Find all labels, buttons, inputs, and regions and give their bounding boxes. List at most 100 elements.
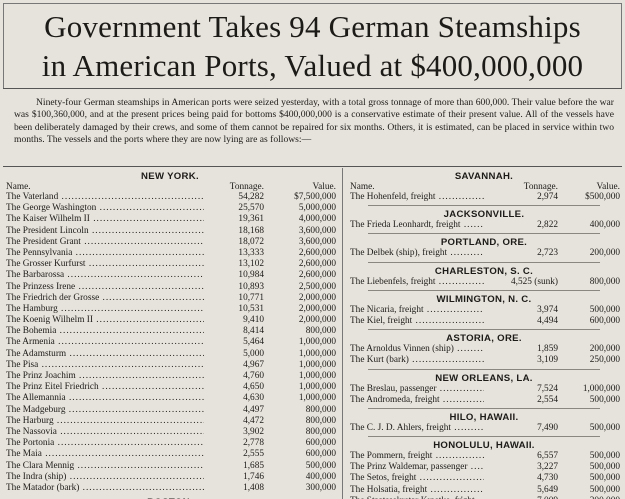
- value: 500,000: [589, 422, 620, 433]
- ship-name: The Madgeburg: [4, 405, 204, 416]
- tonnage: 4,730: [537, 473, 558, 484]
- tonnage: 3,227: [537, 462, 558, 473]
- ship-row: The Andromeda, freight 2,554 500,000: [348, 395, 620, 406]
- tonnage: 13,102: [238, 259, 264, 270]
- tonnage: 4,760: [243, 371, 264, 381]
- tonnage: 1,859: [537, 344, 558, 355]
- ship-name: The Pisa: [4, 360, 204, 371]
- tonnage: 9,410: [243, 315, 264, 326]
- value: 500,000: [589, 304, 620, 315]
- port-heading: BOSTON.: [4, 497, 336, 499]
- tonnage: 25,570: [238, 203, 264, 214]
- value: 1,000,000: [298, 382, 336, 393]
- ship-row: The Hohenfeld, freight 2,974 $500,000: [348, 192, 620, 203]
- value: 300,000: [558, 496, 620, 499]
- port-heading: ASTORIA, ORE.: [446, 333, 522, 345]
- tonnage: 3,974: [537, 304, 558, 315]
- ship-row: The Friedrich der Grosse 10,771 2,000,000: [4, 293, 336, 304]
- value: 200,000: [589, 248, 620, 259]
- ship-row: The Koenig Wilhelm II 9,410 2,000,000: [4, 315, 336, 326]
- ship-row: The Nicaria, freight 3,974 500,000: [348, 305, 620, 316]
- tonnage: 13,333: [238, 247, 264, 258]
- ship-row: The Adamsturm 5,000 1,000,000: [4, 349, 336, 360]
- tonnage: 10,531: [238, 303, 264, 314]
- ship-row: The President Lincoln 18,168 3,600,000: [4, 226, 336, 237]
- port-heading: CHARLESTON, S. C.: [434, 265, 534, 277]
- headline: Government Takes 94 German Steamships: [44, 9, 581, 44]
- ship-row: The Breslau, passenger 7,524 1,000,000: [348, 384, 620, 395]
- ship-name: The Adamsturm: [4, 349, 204, 360]
- value: 500,000: [589, 473, 620, 484]
- value: $500,000: [585, 192, 620, 202]
- tonnage: 3,902: [243, 426, 264, 437]
- ship-row: The Armenia 5,464 1,000,000: [4, 337, 336, 348]
- tonnage: 10,771: [238, 292, 264, 303]
- column-header: Tonnage.: [523, 182, 558, 192]
- ship-name: The Setos, freight: [348, 473, 484, 484]
- value: 1,000,000: [298, 359, 336, 370]
- ship-row: The Kurt (bark) 3,109 250,000: [348, 355, 620, 366]
- lede-paragraph: Ninety-four German steamships in America…: [14, 97, 614, 146]
- ship-row: The Prinzess Irene 10,893 2,500,000: [4, 282, 336, 293]
- tonnage: 2,974: [537, 192, 558, 202]
- value: 5,000,000: [298, 203, 336, 214]
- rule: [3, 88, 622, 89]
- ship-name: The Frieda Leonhardt, freight: [348, 220, 484, 231]
- ship-row: The Prinz Joachim 4,760 1,000,000: [4, 371, 336, 382]
- ship-row: The Nassovia 3,902 800,000: [4, 427, 336, 438]
- section-rule: [368, 261, 600, 263]
- tonnage: 7,009: [484, 496, 558, 499]
- section-rule: [368, 233, 600, 235]
- ship-name: The Koenig Wilhelm II: [4, 315, 204, 326]
- ship-row: The Pommern, freight 6,557 500,000: [348, 451, 620, 462]
- port-heading: HILO, HAWAII.: [449, 411, 519, 423]
- value: 500,000: [589, 394, 620, 405]
- ship-row: The Pennsylvania 13,333 2,600,000: [4, 248, 336, 259]
- port-heading: SAVANNAH.: [454, 171, 514, 182]
- tonnage: 4,525 (sunk): [511, 276, 558, 287]
- value: 600,000: [589, 315, 620, 326]
- value: 2,000,000: [298, 303, 336, 314]
- ship-row: The Holsatia, freight 5,649 500,000: [348, 485, 620, 496]
- ship-name: The Kiel, freight: [348, 316, 484, 327]
- value: 400,000: [589, 220, 620, 231]
- section-rule: [368, 205, 600, 207]
- tonnage: 4,650: [243, 382, 264, 393]
- value: 200,000: [589, 344, 620, 355]
- value: 2,500,000: [298, 281, 336, 292]
- ship-name: The Kurt (bark): [348, 355, 484, 366]
- port-heading: WILMINGTON, N. C.: [436, 293, 532, 305]
- ship-name: The Armenia: [4, 337, 204, 348]
- tonnage: 4,494: [537, 315, 558, 326]
- tonnage: 6,557: [537, 451, 558, 462]
- value: 400,000: [305, 471, 336, 482]
- value: 800,000: [305, 326, 336, 337]
- tonnage: 2,822: [537, 220, 558, 231]
- tonnage: 7,490: [537, 422, 558, 433]
- ship-row: The Staatssekretar Kraetke, fr'ght7,0093…: [348, 496, 620, 499]
- column-header: Name.: [350, 182, 375, 192]
- ship-row: The Vaterland 54,282 $7,500,000: [4, 192, 336, 203]
- value: 800,000: [305, 415, 336, 426]
- ship-row: The Hamburg 10,531 2,000,000: [4, 304, 336, 315]
- tonnage: 18,072: [238, 236, 264, 247]
- ship-name: The C. J. D. Ahlers, freight: [348, 423, 484, 434]
- value: 800,000: [305, 404, 336, 415]
- rule: [3, 166, 622, 167]
- column-header-row: Name. Tonnage. Value.: [348, 182, 620, 192]
- ship-row: The Frieda Leonhardt, freight 2,822 400,00…: [348, 220, 620, 231]
- ship-name: The Nicaria, freight: [348, 305, 484, 316]
- ship-name: The Grosser Kurfurst: [4, 259, 204, 270]
- tonnage: 2,554: [537, 394, 558, 405]
- value: 500,000: [589, 462, 620, 473]
- ship-name: The George Washington: [4, 203, 204, 214]
- tonnage: 5,649: [537, 484, 558, 495]
- value: 800,000: [589, 276, 620, 287]
- port-heading: HONOLULU, HAWAII.: [433, 440, 535, 452]
- ship-row: The Delbek (ship), freight 2,723 200,000: [348, 248, 620, 259]
- ship-row: The Bohemia 8,414 800,000: [4, 326, 336, 337]
- ship-name: The Pennsylvania: [4, 248, 204, 259]
- tonnage: 10,984: [238, 270, 264, 281]
- ship-row: The Prinz Waldemar, passenger 3,227 500,00…: [348, 462, 620, 473]
